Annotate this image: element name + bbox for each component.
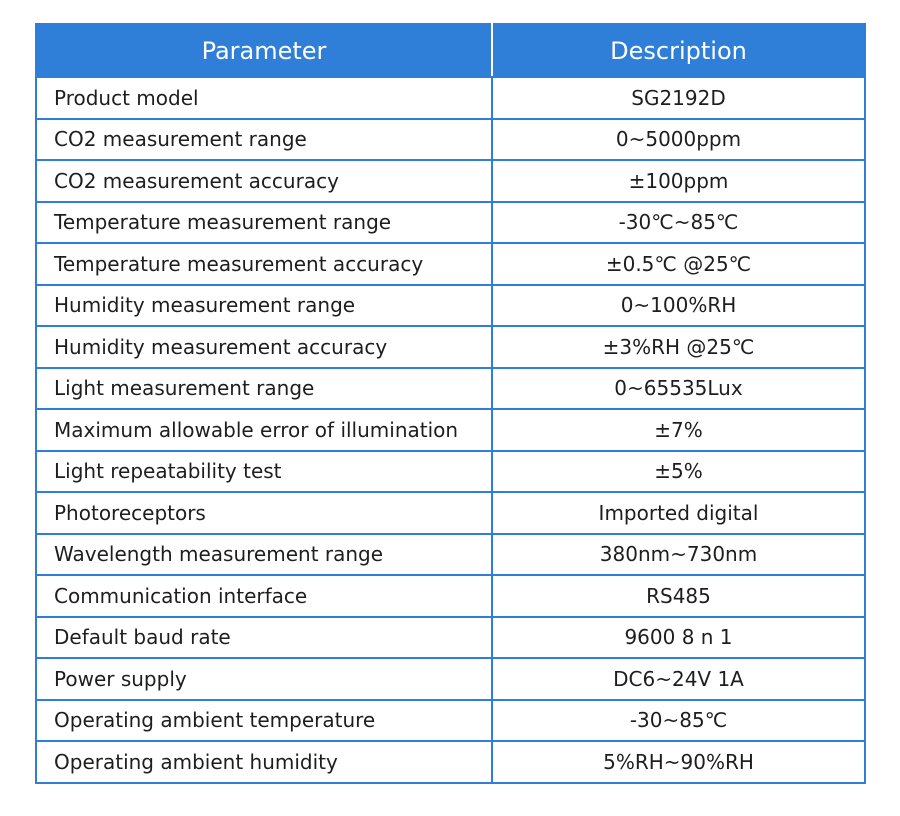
parameter-cell: Power supply [35, 657, 493, 701]
parameter-cell: Temperature measurement accuracy [35, 242, 493, 286]
table-row: Wavelength measurement range 380nm~730nm [35, 532, 866, 576]
header-description: Description [491, 23, 866, 78]
table-row: Maximum allowable error of illumination ±… [35, 408, 866, 452]
parameter-cell: Humidity measurement range [35, 283, 493, 327]
table-row: Humidity measurement range 0~100%RH [35, 283, 866, 327]
description-cell: 5%RH~90%RH [491, 740, 866, 784]
description-cell: SG2192D [491, 76, 866, 120]
description-cell: 9600 8 n 1 [491, 615, 866, 659]
description-cell: ±7% [491, 408, 866, 452]
description-cell: -30℃~85℃ [491, 200, 866, 244]
parameter-cell: Light repeatability test [35, 449, 493, 493]
description-cell: ±0.5℃ @25℃ [491, 242, 866, 286]
description-cell: ±100ppm [491, 159, 866, 203]
table-row: CO2 measurement range 0~5000ppm [35, 117, 866, 161]
description-cell: ±3%RH @25℃ [491, 325, 866, 369]
table-row: Communication interface RS485 [35, 574, 866, 618]
parameter-cell: CO2 measurement accuracy [35, 159, 493, 203]
table-row: Humidity measurement accuracy ±3%RH @25℃ [35, 325, 866, 369]
description-cell: DC6~24V 1A [491, 657, 866, 701]
parameter-cell: Default baud rate [35, 615, 493, 659]
table-row: Default baud rate 9600 8 n 1 [35, 615, 866, 659]
table-row: Light measurement range 0~65535Lux [35, 366, 866, 410]
table-row: Temperature measurement accuracy ±0.5℃ @2… [35, 242, 866, 286]
parameter-cell: Temperature measurement range [35, 200, 493, 244]
table-row: CO2 measurement accuracy ±100ppm [35, 159, 866, 203]
description-cell: 0~5000ppm [491, 117, 866, 161]
description-cell: -30~85℃ [491, 698, 866, 742]
parameter-cell: Operating ambient humidity [35, 740, 493, 784]
table-body: Product model SG2192D CO2 measurement rang… [35, 76, 866, 784]
description-cell: 0~65535Lux [491, 366, 866, 410]
parameter-cell: Communication interface [35, 574, 493, 618]
parameter-cell: Operating ambient temperature [35, 698, 493, 742]
table-row: Photoreceptors Imported digital [35, 491, 866, 535]
spec-table: Parameter Description Product model SG219… [35, 23, 866, 784]
header-row: Parameter Description [35, 23, 866, 78]
table-row: Product model SG2192D [35, 76, 866, 120]
parameter-cell: Humidity measurement accuracy [35, 325, 493, 369]
description-cell: 380nm~730nm [491, 532, 866, 576]
parameter-cell: Wavelength measurement range [35, 532, 493, 576]
table-row: Operating ambient humidity 5%RH~90%RH [35, 740, 866, 784]
parameter-cell: Light measurement range [35, 366, 493, 410]
table-row: Light repeatability test ±5% [35, 449, 866, 493]
parameter-cell: Photoreceptors [35, 491, 493, 535]
table-row: Power supply DC6~24V 1A [35, 657, 866, 701]
parameter-cell: Product model [35, 76, 493, 120]
header-parameter: Parameter [35, 23, 493, 78]
table-row: Operating ambient temperature -30~85℃ [35, 698, 866, 742]
table-header: Parameter Description [35, 23, 866, 78]
description-cell: Imported digital [491, 491, 866, 535]
parameter-cell: Maximum allowable error of illumination [35, 408, 493, 452]
parameter-cell: CO2 measurement range [35, 117, 493, 161]
description-cell: 0~100%RH [491, 283, 866, 327]
table-row: Temperature measurement range -30℃~85℃ [35, 200, 866, 244]
description-cell: ±5% [491, 449, 866, 493]
description-cell: RS485 [491, 574, 866, 618]
